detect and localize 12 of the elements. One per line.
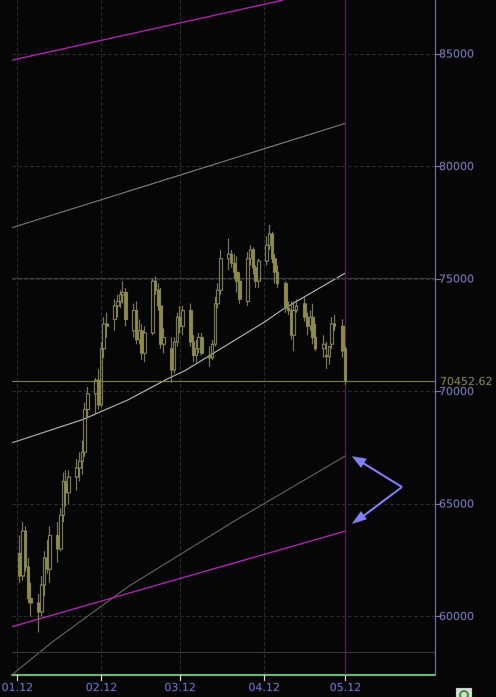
y-tick-label: 75000 <box>439 272 474 286</box>
y-tick-label: 80000 <box>439 160 474 173</box>
x-tick-label: 04.12 <box>248 681 280 694</box>
y-tick-label: 70000 <box>439 385 474 398</box>
y-tick-label: 65000 <box>439 498 474 510</box>
x-tick-label: 01.12 <box>2 681 34 694</box>
x-tick-label: 03.12 <box>164 681 196 694</box>
y-tick-label: 60000 <box>439 610 474 623</box>
ref-line-label: 70452.62 <box>440 374 492 388</box>
x-tick-label: 02.12 <box>86 681 118 694</box>
y-tick-label: 85000 <box>439 48 474 60</box>
x-tick-label: 05.12 <box>330 681 362 694</box>
